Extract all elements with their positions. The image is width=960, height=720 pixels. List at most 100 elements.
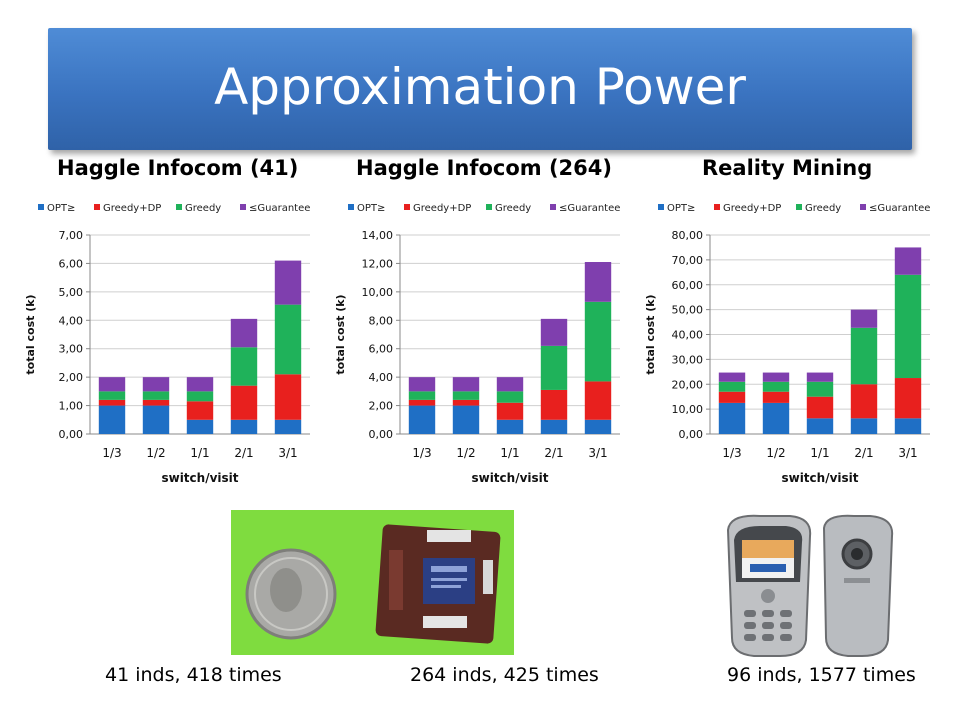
- legend-swatch-guarantee: [240, 204, 246, 210]
- legend-label-greedy: Greedy: [185, 203, 221, 214]
- bar-greedy-3-1: [894, 274, 922, 379]
- y-tick-label: 20,00: [672, 378, 704, 391]
- bar-opt-1-2: [452, 405, 480, 434]
- bar-greedy-dp-1-2: [762, 391, 790, 403]
- title-banner: Approximation Power: [48, 28, 912, 150]
- y-axis-title: total cost (k): [334, 294, 347, 374]
- y-tick-label: 2,00: [369, 400, 394, 413]
- bar-greedy-2-1: [540, 345, 568, 390]
- legend-swatch-greedy-dp: [404, 204, 410, 210]
- y-tick-label: 60,00: [672, 279, 704, 292]
- bar-greedy-dp-3-1: [584, 381, 612, 420]
- y-tick-label: 4,00: [59, 314, 84, 327]
- legend-label-greedy-dp: Greedy+DP: [103, 203, 161, 214]
- bar-guarantee-1-3: [98, 377, 126, 392]
- x-tick-label: 3/1: [588, 446, 607, 460]
- bar-greedy-dp-2-1: [850, 384, 878, 419]
- y-tick-label: 10,00: [672, 403, 704, 416]
- bar-opt-1-2: [142, 405, 170, 434]
- caption-haggle-264: 264 inds, 425 times: [410, 664, 599, 686]
- bar-opt-1-1: [186, 419, 214, 434]
- legend-label-guarantee: ≤Guarantee: [559, 203, 620, 214]
- bar-guarantee-1-3: [408, 377, 436, 392]
- y-tick-label: 50,00: [672, 304, 704, 317]
- y-tick-label: 7,00: [59, 229, 84, 242]
- bar-guarantee-1-1: [806, 372, 834, 382]
- bar-guarantee-1-2: [142, 377, 170, 392]
- x-tick-label: 2/1: [234, 446, 253, 460]
- bar-guarantee-1-1: [496, 377, 524, 392]
- y-axis-title: total cost (k): [24, 294, 37, 374]
- sensor-device-photo: [231, 510, 514, 655]
- bar-greedy-3-1: [584, 301, 612, 382]
- y-tick-label: 0,00: [59, 428, 84, 441]
- stacked-bar-chart-haggle-41: OPT≥ Greedy+DP Greedy ≤Guarantee 0,00 1,00 2,0…: [24, 203, 310, 485]
- bar-opt-2-1: [540, 419, 568, 434]
- bar-greedy-2-1: [230, 347, 258, 386]
- bar-greedy-1-1: [496, 391, 524, 403]
- bar-guarantee-3-1: [274, 260, 302, 305]
- caption-reality-mining: 96 inds, 1577 times: [727, 664, 916, 686]
- y-tick-label: 8,00: [369, 314, 394, 327]
- bar-opt-3-1: [584, 419, 612, 434]
- y-tick-label: 1,00: [59, 400, 84, 413]
- x-axis-title: switch/visit: [471, 471, 548, 485]
- x-tick-label: 1/1: [810, 446, 829, 460]
- bar-greedy-dp-1-2: [142, 399, 170, 406]
- chart-title-haggle-264: Haggle Infocom (264): [356, 156, 612, 180]
- legend-label-greedy: Greedy: [805, 203, 841, 214]
- legend-label-guarantee: ≤Guarantee: [869, 203, 930, 214]
- bar-opt-1-2: [762, 402, 790, 434]
- y-tick-label: 30,00: [672, 353, 704, 366]
- mobile-phones-photo: [720, 510, 900, 660]
- x-tick-label: 2/1: [544, 446, 563, 460]
- bar-guarantee-1-2: [452, 377, 480, 392]
- y-tick-label: 10,00: [362, 286, 394, 299]
- bar-greedy-dp-3-1: [274, 374, 302, 420]
- bar-greedy-1-1: [806, 381, 834, 397]
- x-tick-label: 1/3: [722, 446, 741, 460]
- slide-title: Approximation Power: [214, 58, 746, 116]
- bar-greedy-dp-1-1: [186, 401, 214, 420]
- y-tick-label: 4,00: [369, 371, 394, 384]
- bar-greedy-dp-2-1: [230, 385, 258, 420]
- bar-greedy-1-3: [718, 381, 746, 392]
- bar-greedy-1-3: [98, 391, 126, 400]
- bar-guarantee-2-1: [540, 318, 568, 346]
- bar-greedy-1-3: [408, 391, 436, 400]
- x-axis-title: switch/visit: [161, 471, 238, 485]
- legend-swatch-guarantee: [860, 204, 866, 210]
- y-tick-label: 70,00: [672, 254, 704, 267]
- x-tick-label: 3/1: [278, 446, 297, 460]
- legend-swatch-greedy: [486, 204, 492, 210]
- x-tick-label: 1/2: [456, 446, 475, 460]
- y-tick-label: 3,00: [59, 343, 84, 356]
- bar-greedy-dp-1-3: [408, 399, 436, 406]
- bar-opt-2-1: [850, 418, 878, 434]
- legend-label-greedy-dp: Greedy+DP: [413, 203, 471, 214]
- y-tick-label: 40,00: [672, 329, 704, 342]
- bar-greedy-dp-1-1: [496, 402, 524, 420]
- y-tick-label: 12,00: [362, 257, 394, 270]
- y-tick-label: 14,00: [362, 229, 394, 242]
- legend-swatch-greedy: [176, 204, 182, 210]
- stacked-bar-chart-reality-mining: OPT≥ Greedy+DP Greedy ≤Guarantee 0,00 10,00 20…: [644, 203, 930, 485]
- legend-swatch-opt: [658, 204, 664, 210]
- bar-guarantee-2-1: [850, 309, 878, 328]
- caption-haggle-41: 41 inds, 418 times: [105, 664, 282, 686]
- bar-guarantee-1-1: [186, 377, 214, 392]
- bar-greedy-3-1: [274, 304, 302, 375]
- bar-greedy-1-2: [142, 391, 170, 400]
- legend-label-greedy: Greedy: [495, 203, 531, 214]
- bar-opt-2-1: [230, 419, 258, 434]
- bar-guarantee-3-1: [894, 247, 922, 275]
- legend-swatch-opt: [348, 204, 354, 210]
- chart-title-reality-mining: Reality Mining: [702, 156, 873, 180]
- x-tick-label: 2/1: [854, 446, 873, 460]
- legend-label-greedy-dp: Greedy+DP: [723, 203, 781, 214]
- bar-greedy-1-1: [186, 391, 214, 402]
- y-axis-title: total cost (k): [644, 294, 657, 374]
- y-tick-label: 2,00: [59, 371, 84, 384]
- bar-guarantee-1-2: [762, 372, 790, 382]
- x-tick-label: 1/2: [146, 446, 165, 460]
